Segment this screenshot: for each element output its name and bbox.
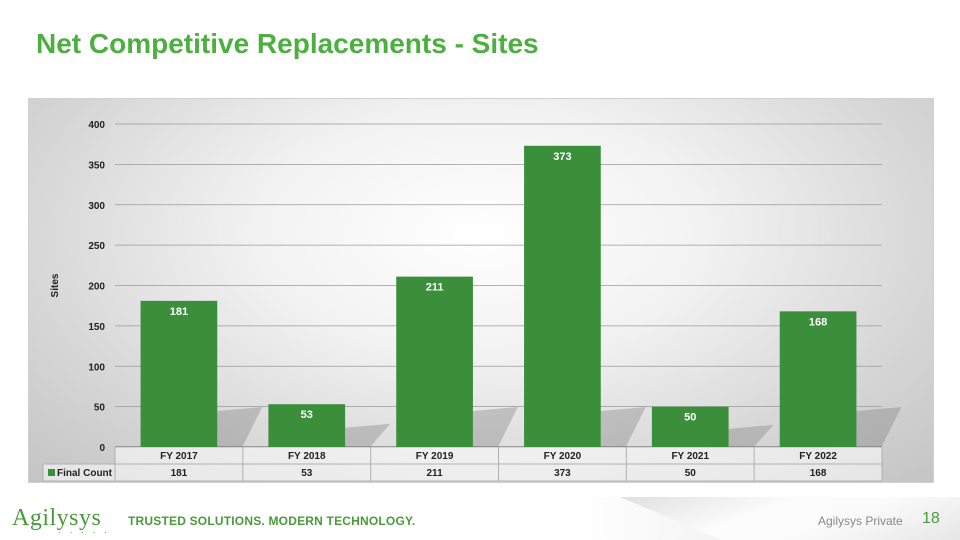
data-table-value: 50 — [685, 468, 697, 479]
x-category-label: FY 2019 — [416, 451, 454, 462]
tagline: TRUSTED SOLUTIONS. MODERN TECHNOLOGY. — [128, 514, 416, 528]
bar-data-label: 181 — [170, 306, 188, 318]
y-tick-label: 300 — [88, 201, 105, 212]
y-tick-label: 150 — [88, 322, 105, 333]
bar — [268, 404, 346, 447]
logo-dots: · · · · · — [58, 527, 110, 537]
data-table-value: 53 — [301, 468, 313, 479]
y-tick-label: 200 — [88, 282, 105, 293]
bar-shadow — [728, 424, 774, 447]
bar-shadow — [856, 407, 902, 447]
page-number: 18 — [922, 510, 940, 527]
data-table-legend-bg — [43, 464, 115, 481]
bar-data-label: 53 — [301, 409, 313, 421]
bar — [779, 311, 857, 447]
classification-label: Agilysys Private — [818, 514, 903, 528]
legend-swatch — [48, 469, 55, 476]
bar-shadow — [472, 407, 518, 447]
x-category-label: FY 2021 — [671, 451, 709, 462]
y-tick-label: 100 — [88, 362, 105, 373]
bar — [651, 406, 729, 447]
data-table-value: 168 — [810, 468, 827, 479]
y-axis-label: Sites — [50, 273, 61, 297]
data-table-value: 373 — [554, 468, 571, 479]
y-tick-label: 400 — [88, 120, 105, 131]
bar-chart: 0 50 100 150 200 250 300 350 400 Sites 181 53 211 373… — [42, 120, 902, 482]
chart-panel: 0 50 100 150 200 250 300 350 400 Sites 181 53 211 373… — [28, 98, 934, 483]
bar — [140, 300, 218, 447]
bar — [524, 145, 601, 448]
data-table-value: 211 — [427, 468, 444, 479]
x-category-label: FY 2020 — [544, 451, 582, 462]
y-tick-label: 350 — [88, 160, 105, 171]
y-tick-label: 50 — [94, 403, 106, 414]
slide-title: Net Competitive Replacements - Sites — [36, 28, 539, 59]
bar-shadow — [600, 407, 646, 447]
data-table-value: 181 — [171, 468, 188, 479]
legend-label: Final Count — [57, 468, 113, 479]
bar-shadow — [345, 423, 391, 447]
bar-shadow — [217, 407, 263, 447]
bar-data-label: 373 — [553, 151, 571, 163]
x-category-label: FY 2017 — [160, 451, 198, 462]
bar-data-label: 50 — [684, 412, 696, 424]
agilysys-logo: Agilysys — [12, 505, 102, 531]
bar — [396, 276, 473, 447]
bar-data-label: 168 — [809, 316, 827, 328]
bar-data-label: 211 — [426, 282, 444, 294]
y-tick-label: 0 — [99, 443, 105, 454]
x-category-label: FY 2022 — [799, 451, 837, 462]
x-category-label: FY 2018 — [288, 451, 326, 462]
footer: Agilysys · · · · · TRUSTED SOLUTIONS. MO… — [0, 497, 960, 540]
y-tick-label: 250 — [88, 241, 105, 252]
